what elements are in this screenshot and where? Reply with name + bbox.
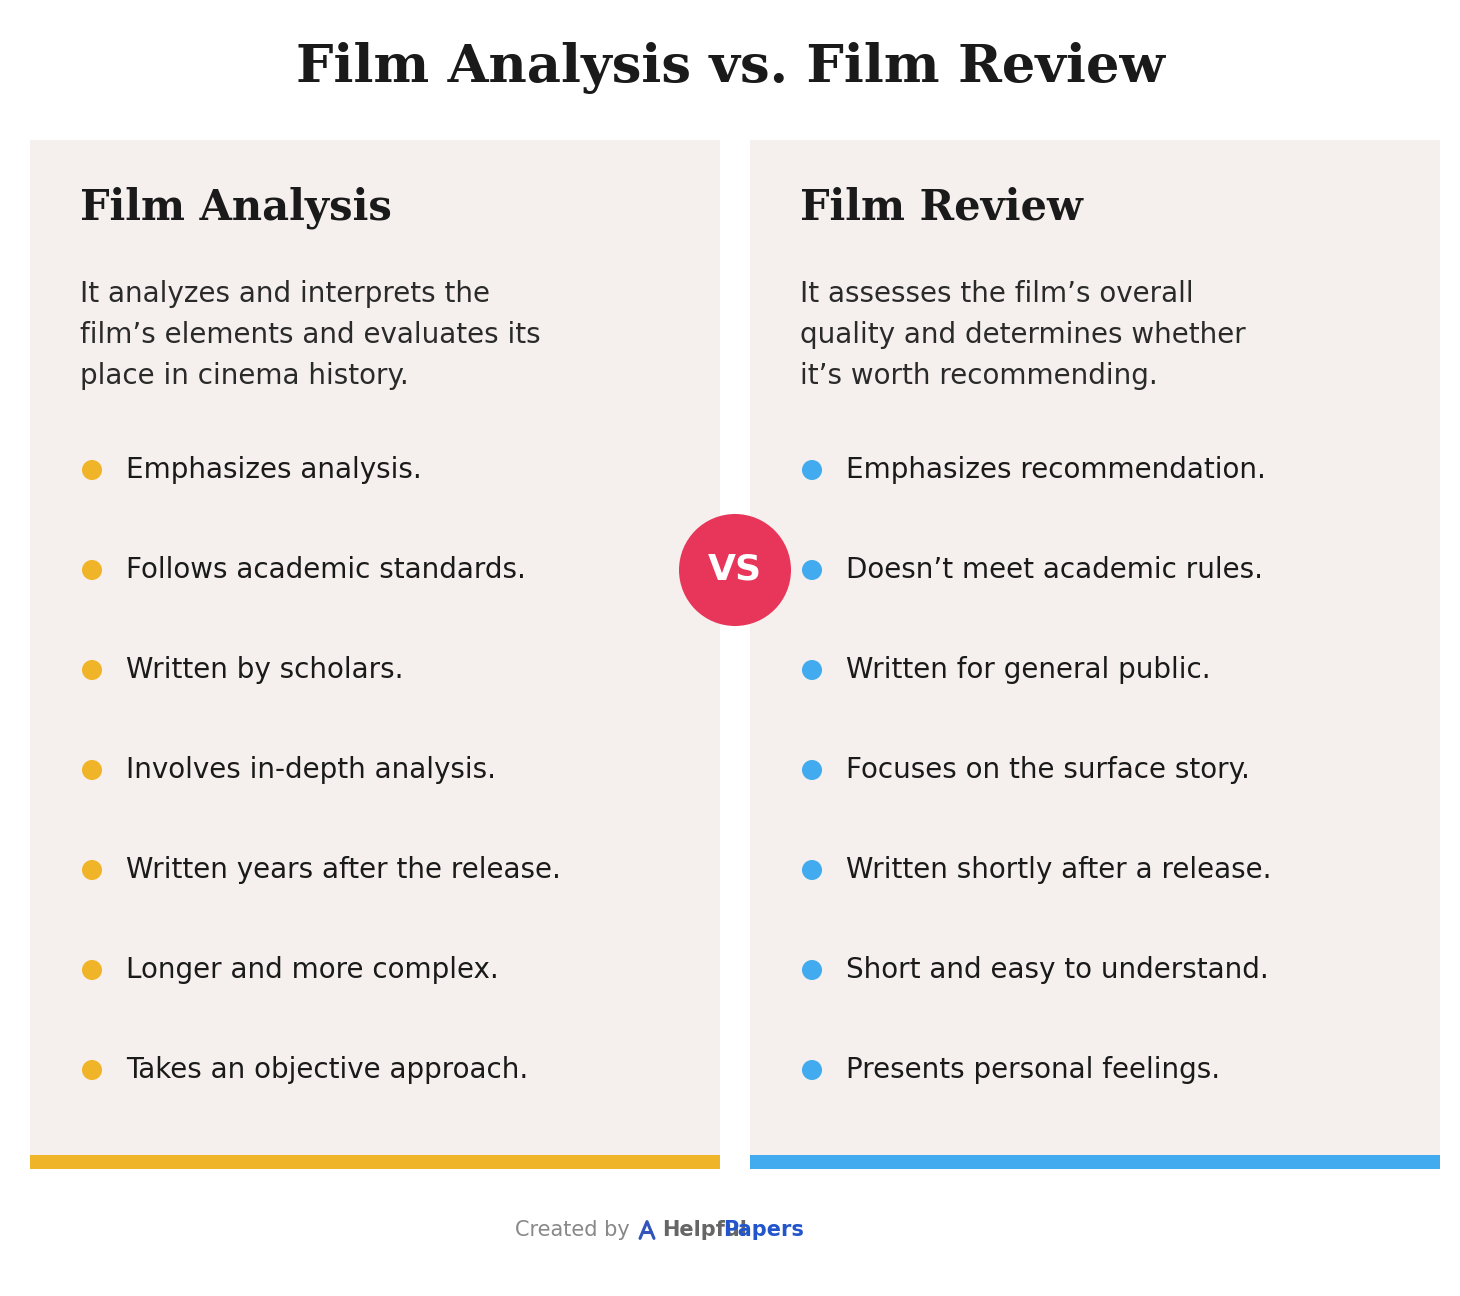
Bar <box>31 1155 720 1169</box>
Circle shape <box>82 1060 102 1080</box>
Text: Written years after the release.: Written years after the release. <box>126 855 561 884</box>
Circle shape <box>679 515 791 626</box>
Text: Helpful: Helpful <box>661 1220 748 1240</box>
Text: It assesses the film’s overall
quality and determines whether
it’s worth recomme: It assesses the film’s overall quality a… <box>800 280 1245 390</box>
Bar <box>750 1155 1440 1169</box>
Circle shape <box>802 759 822 780</box>
Text: Written for general public.: Written for general public. <box>845 656 1210 684</box>
Text: Film Analysis vs. Film Review: Film Analysis vs. Film Review <box>295 41 1165 95</box>
Circle shape <box>802 460 822 480</box>
Circle shape <box>802 1060 822 1080</box>
Circle shape <box>82 560 102 581</box>
Text: Film Analysis: Film Analysis <box>80 187 391 229</box>
Text: Follows academic standards.: Follows academic standards. <box>126 556 526 584</box>
Circle shape <box>802 960 822 980</box>
Circle shape <box>82 660 102 680</box>
Text: Papers: Papers <box>723 1220 804 1240</box>
Bar <box>31 140 720 1155</box>
Bar <box>750 140 1440 1155</box>
Text: Short and easy to understand.: Short and easy to understand. <box>845 956 1269 984</box>
Text: Doesn’t meet academic rules.: Doesn’t meet academic rules. <box>845 556 1263 584</box>
Text: Written by scholars.: Written by scholars. <box>126 656 403 684</box>
Circle shape <box>802 660 822 680</box>
Circle shape <box>82 460 102 480</box>
Text: Longer and more complex.: Longer and more complex. <box>126 956 499 984</box>
Circle shape <box>82 861 102 880</box>
Text: Emphasizes analysis.: Emphasizes analysis. <box>126 456 422 483</box>
Text: It analyzes and interprets the
film’s elements and evaluates its
place in cinema: It analyzes and interprets the film’s el… <box>80 280 540 390</box>
Text: Emphasizes recommendation.: Emphasizes recommendation. <box>845 456 1266 483</box>
Circle shape <box>82 759 102 780</box>
Text: Created by: Created by <box>515 1220 631 1240</box>
Text: Involves in-depth analysis.: Involves in-depth analysis. <box>126 756 496 784</box>
Circle shape <box>82 960 102 980</box>
Text: Takes an objective approach.: Takes an objective approach. <box>126 1056 529 1083</box>
Text: Film Review: Film Review <box>800 187 1083 229</box>
Text: VS: VS <box>708 553 762 587</box>
Circle shape <box>802 560 822 581</box>
Text: Focuses on the surface story.: Focuses on the surface story. <box>845 756 1250 784</box>
Text: Written shortly after a release.: Written shortly after a release. <box>845 855 1272 884</box>
Text: Presents personal feelings.: Presents personal feelings. <box>845 1056 1221 1083</box>
Circle shape <box>802 861 822 880</box>
